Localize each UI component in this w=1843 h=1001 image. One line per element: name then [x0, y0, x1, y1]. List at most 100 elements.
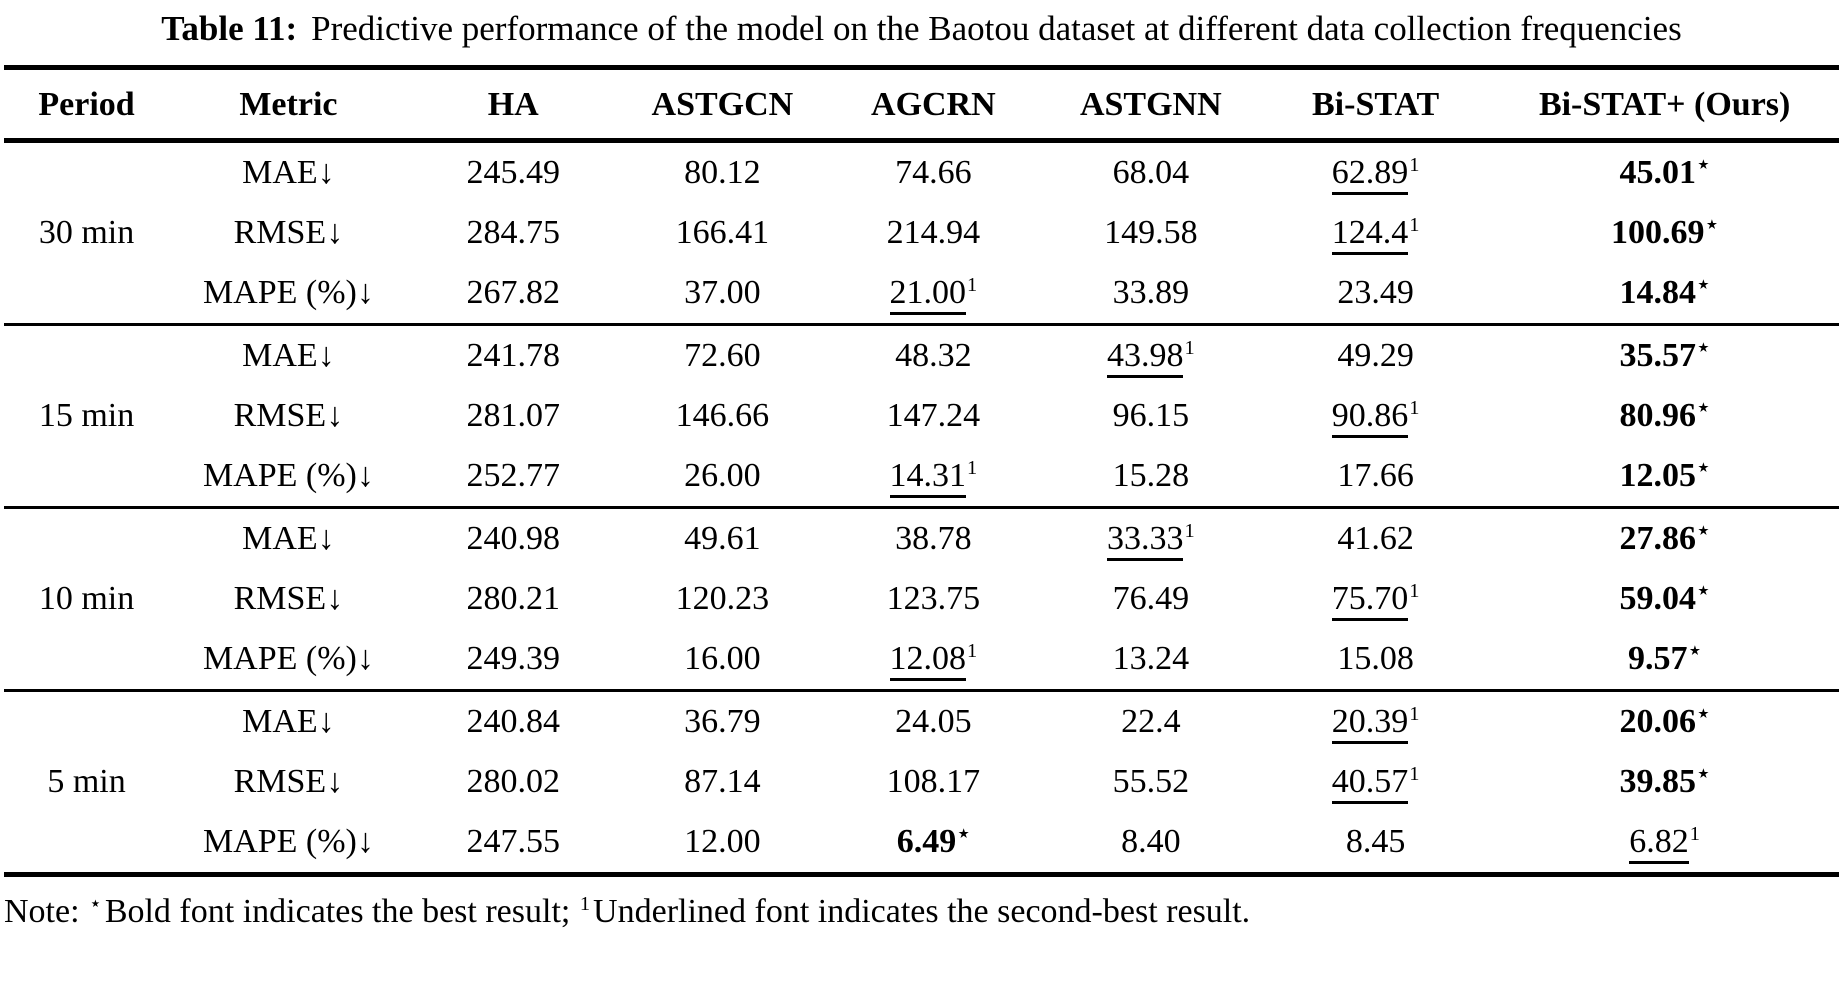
period-cell-30-min: 30 min: [4, 140, 170, 326]
value-text: 36.79: [684, 702, 761, 740]
value-cell-bi-stat-ours: 100.69⋆: [1490, 203, 1839, 263]
value-cell-bi-stat-ours: 12.05⋆: [1490, 445, 1839, 509]
value-cell-astgnn: 96.15: [1041, 386, 1261, 446]
value-text: 17.66: [1337, 456, 1414, 494]
value-cell-bi-stat: 20.391: [1261, 690, 1490, 752]
value-text: 33.33: [1106, 519, 1184, 561]
column-header-astgnn: ASTGNN: [1040, 67, 1261, 143]
value-cell-astgcn: 87.14: [619, 752, 826, 812]
value-text: 21.00: [889, 273, 967, 315]
value-text: 80.12: [684, 153, 761, 191]
metric-cell: MAPE (%)↓: [169, 445, 408, 509]
metric-cell: RMSE↓: [233, 213, 344, 251]
value-cell-ha: 245.49: [408, 140, 619, 203]
value-cell-astgcn: 12.00: [619, 812, 826, 875]
value-text: 100.69: [1611, 213, 1705, 251]
data-row-5-min-mape: MAPE (%)↓ 247.55 12.00 6.49⋆ 8.40 8.45 6.821: [4, 812, 1839, 875]
value-cell-astgcn: 16.00: [618, 628, 827, 692]
value-text: 76.49: [1112, 579, 1190, 617]
value-cell-bi-stat: 23.49: [1260, 262, 1491, 326]
value-cell-agcrn: 6.49⋆: [826, 812, 1041, 875]
value-text: 149.58: [1104, 213, 1198, 251]
data-row-30-min-mape: MAPE (%)↓ 267.82 37.00 21.001 33.89 23.49 14.8…: [4, 262, 1839, 326]
value-cell-ha: 240.84: [408, 690, 619, 752]
value-text: 241.78: [466, 336, 560, 374]
note-second-marker-icon: 1: [579, 893, 591, 916]
value-cell-bi-stat: 49.29: [1261, 324, 1490, 386]
note-best-marker-icon: ⋆: [89, 893, 102, 916]
best-marker-icon: ⋆: [1688, 640, 1702, 663]
value-text: 284.75: [466, 213, 560, 251]
value-cell-astgcn: 120.23: [619, 569, 826, 629]
value-cell-bi-stat-ours: 45.01⋆: [1490, 140, 1839, 203]
value-cell-bi-stat: 8.45: [1261, 812, 1490, 875]
results-table: Period Metric HA ASTGCN AGCRN ASTGNN Bi-STAT Bi…: [4, 64, 1839, 877]
value-cell-astgnn: 55.52: [1041, 752, 1261, 812]
second-best-marker-icon: 1: [1409, 580, 1420, 603]
metric-cell: RMSE↓: [233, 762, 344, 800]
value-cell-astgnn: 13.24: [1040, 628, 1261, 692]
value-text: 247.55: [466, 822, 560, 860]
value-text: 16.00: [684, 639, 761, 677]
value-cell-astgnn: 33.331: [1041, 507, 1261, 569]
value-text: 96.15: [1112, 396, 1190, 434]
value-text: 24.05: [895, 702, 972, 740]
metric-cell: MAPE (%)↓: [169, 262, 408, 326]
value-text: 124.4: [1331, 213, 1409, 255]
value-cell-bi-stat-ours: 14.84⋆: [1490, 262, 1839, 326]
value-cell-astgcn: 146.66: [619, 386, 826, 446]
value-cell-agcrn: 24.05: [826, 690, 1041, 752]
value-cell-bi-stat-ours: 27.86⋆: [1490, 507, 1839, 569]
value-cell-ha: 280.21: [408, 569, 619, 629]
second-best-marker-icon: 1: [1409, 214, 1420, 237]
best-marker-icon: ⋆: [1705, 214, 1719, 237]
value-text: 37.00: [684, 273, 761, 311]
value-cell-astgnn: 43.981: [1041, 324, 1261, 386]
value-cell-astgcn: 26.00: [618, 445, 827, 509]
value-text: 27.86: [1619, 519, 1697, 557]
value-text: 13.24: [1112, 639, 1190, 677]
value-text: 14.31: [889, 456, 967, 498]
data-row-30-min-mae: 30 min MAE↓ 245.49 80.12 74.66 68.04 62.891 45.…: [4, 140, 1839, 326]
column-header-period: Period: [4, 67, 170, 143]
best-marker-icon: ⋆: [1697, 703, 1710, 726]
value-text: 87.14: [684, 762, 761, 800]
value-text: 49.61: [684, 519, 761, 557]
data-row-10-min-mae: 10 min MAE↓ 240.98 49.61 38.78 33.331 41.62 27.…: [4, 507, 1839, 692]
metric-cell: MAE↓: [242, 153, 335, 191]
metric-cell: RMSE↓: [233, 396, 344, 434]
metric-cell: MAPE (%)↓: [169, 628, 408, 692]
value-text: 40.57: [1331, 762, 1409, 804]
second-best-marker-icon: 1: [1409, 154, 1420, 177]
period-cell-5-min: 5 min: [47, 762, 126, 800]
value-cell-bi-stat: 124.41: [1261, 203, 1490, 263]
value-cell-agcrn: 123.75: [826, 569, 1041, 629]
data-row-10-min-rmse: RMSE↓ 280.21 120.23 123.75 76.49 75.701 59.04⋆: [4, 569, 1839, 629]
value-cell-agcrn: 12.081: [826, 628, 1041, 692]
value-cell-astgcn: 49.61: [619, 507, 826, 569]
value-cell-ha: 240.98: [408, 507, 619, 569]
value-text: 252.77: [466, 456, 560, 494]
value-text: 166.41: [675, 213, 770, 251]
note-prefix: Note:: [4, 892, 89, 930]
value-cell-bi-stat: 15.08: [1260, 628, 1491, 692]
value-cell-astgnn: 149.58: [1041, 203, 1261, 263]
value-cell-ha: 267.82: [407, 262, 619, 326]
metric-cell: RMSE↓: [233, 579, 344, 617]
value-text: 75.70: [1331, 579, 1409, 621]
value-cell-ha: 284.75: [408, 203, 619, 263]
header-row: Period Metric HA ASTGCN AGCRN ASTGNN Bi-STAT Bi…: [4, 67, 1839, 143]
value-text: 245.49: [466, 153, 560, 191]
value-cell-astgcn: 80.12: [619, 140, 826, 203]
table-note: Note: ⋆Bold font indicates the best resu…: [4, 893, 1839, 931]
second-best-marker-icon: 1: [1409, 763, 1420, 786]
value-text: 14.84: [1619, 273, 1697, 311]
value-text: 6.49: [896, 822, 957, 860]
column-header-metric: Metric: [169, 67, 408, 143]
value-text: 280.21: [466, 579, 560, 617]
value-cell-bi-stat-ours: 6.821: [1490, 812, 1839, 875]
data-row-5-min-rmse: RMSE↓ 280.02 87.14 108.17 55.52 40.571 39.85⋆: [4, 752, 1839, 812]
value-text: 12.05: [1619, 456, 1697, 494]
best-marker-icon: ⋆: [1697, 154, 1710, 177]
results-table-body: 30 min MAE↓ 245.49 80.12 74.66 68.04 62.891 45.…: [4, 140, 1839, 874]
